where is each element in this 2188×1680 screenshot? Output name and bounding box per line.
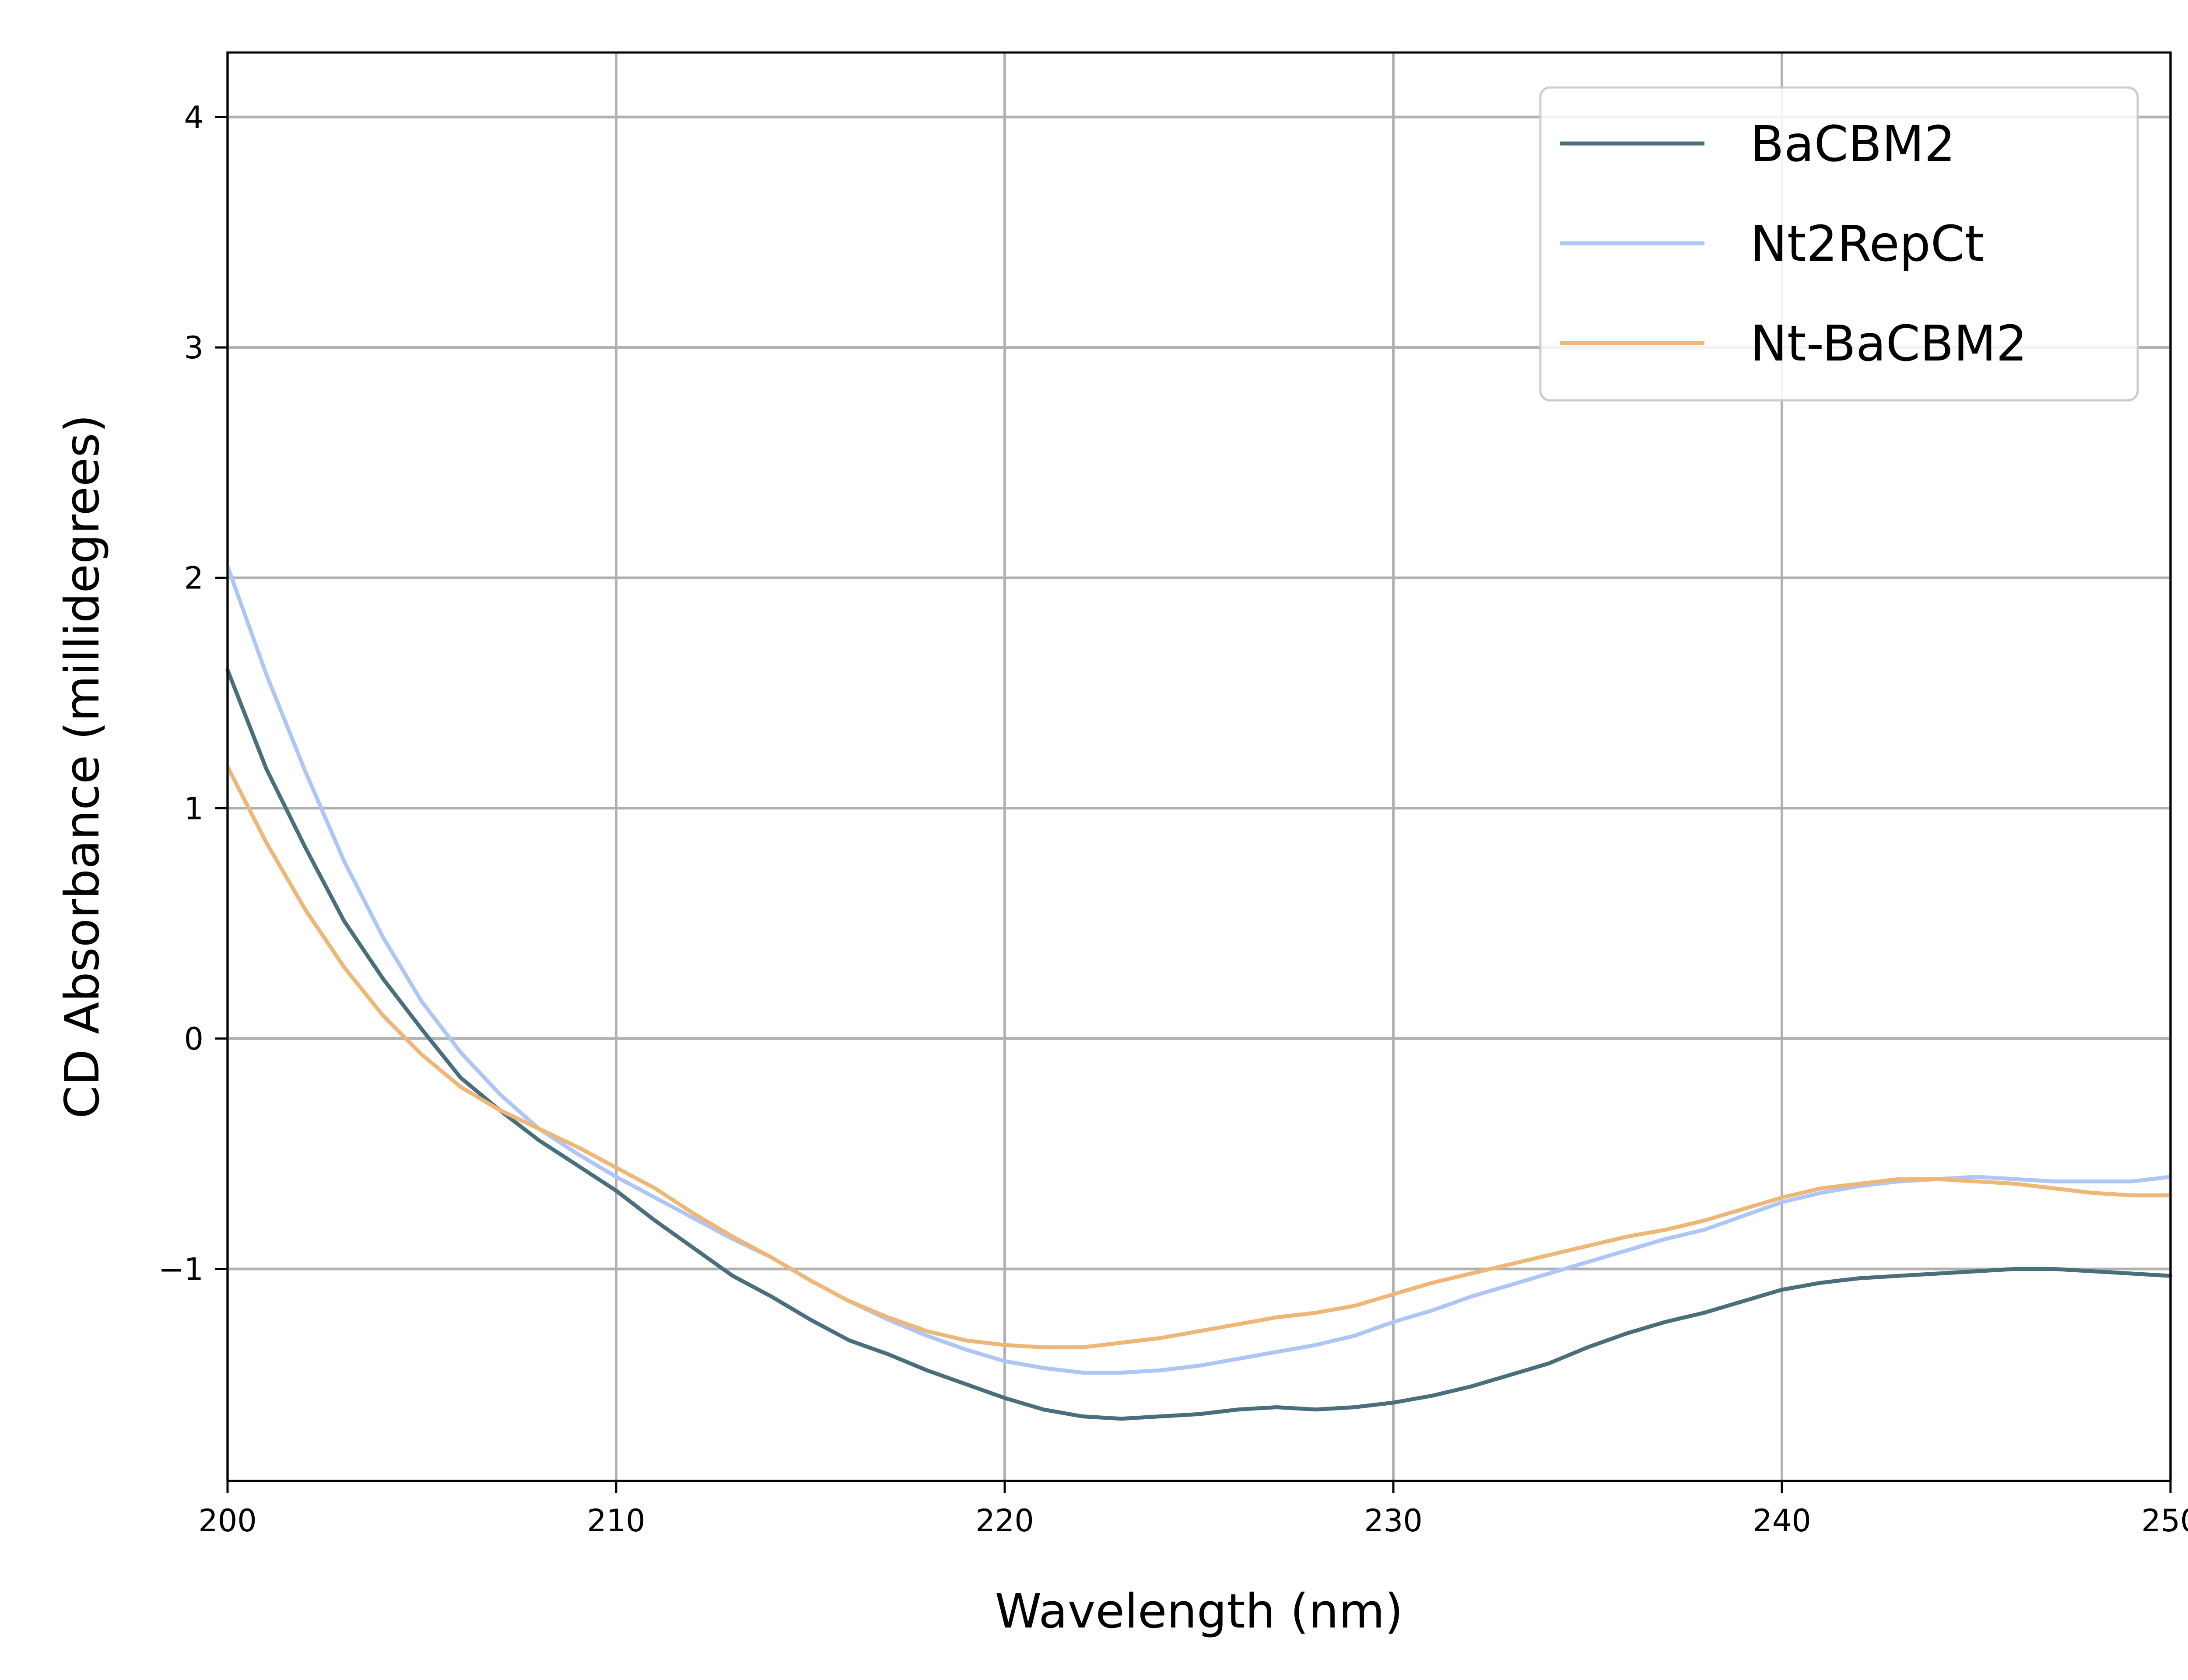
plot-area-frame [226,51,2172,1482]
y-axis-label: CD Absorbance (millidegrees) [55,414,110,1119]
legend-box [1539,86,2139,402]
x-tick-label: 220 [975,1503,1034,1539]
legend-label: Nt2RepCt [1750,216,1984,273]
legend: BaCBM2 Nt2RepCt Nt-BaCBM2 [1539,86,2139,402]
x-tick-label: 210 [587,1503,645,1539]
series-line-1 [225,564,2173,1375]
x-tick-label: 200 [198,1503,257,1539]
series-line-2 [225,765,2173,1350]
y-tick-label: 4 [184,99,203,135]
legend-label: BaCBM2 [1750,116,1955,173]
x-axis-label: Wavelength (nm) [995,1584,1403,1639]
legend-label: Nt-BaCBM2 [1750,315,2027,372]
y-tick-label: 0 [184,1021,203,1057]
y-axis-ticks: −1 0 1 2 3 4 [158,99,228,1288]
x-tick-label: 230 [1364,1503,1423,1539]
series-lines [225,564,2173,1421]
series-line-0 [225,668,2173,1421]
y-tick-label: 3 [184,330,203,366]
x-tick-label: 250 [2141,1503,2188,1539]
x-axis-ticks: 200 210 220 230 240 250 [198,1481,2188,1539]
y-tick-label: 2 [184,560,203,596]
y-tick-label: 1 [184,791,203,826]
y-tick-label: −1 [158,1252,203,1288]
x-tick-label: 240 [1753,1503,1811,1539]
